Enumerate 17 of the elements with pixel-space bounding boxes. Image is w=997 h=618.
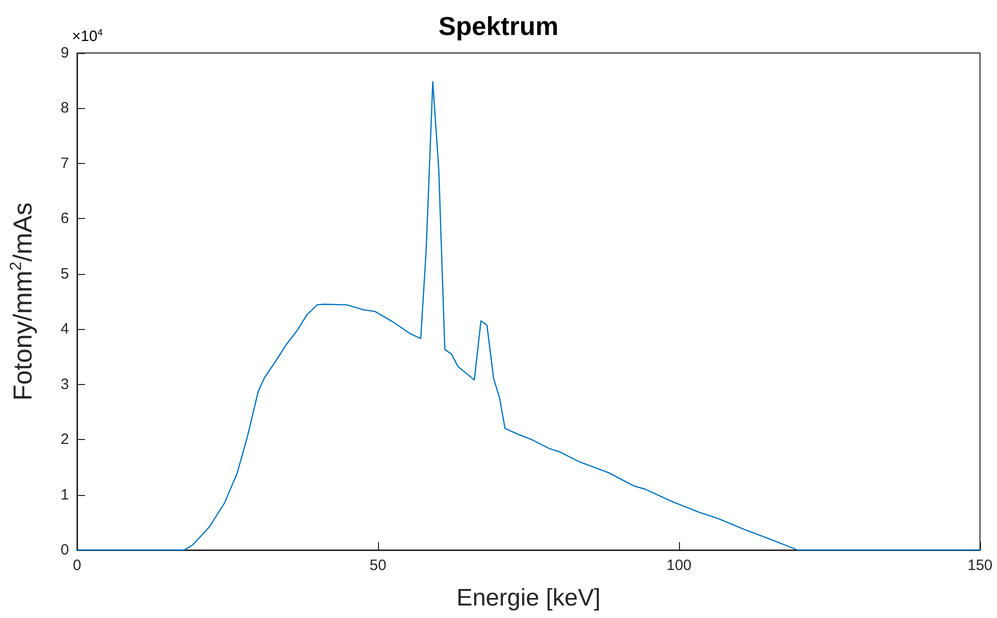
- y-tick-label: 2: [60, 431, 69, 448]
- y-tick-label: 4: [60, 320, 69, 338]
- y-tick-label: 8: [60, 100, 69, 117]
- y-tick-label: 3: [60, 376, 69, 393]
- y-axis-title: Fotony/mm2/mAs: [7, 202, 38, 401]
- y-tick-label: 1: [60, 486, 69, 504]
- x-tick-label: 100: [666, 557, 692, 574]
- x-tick-label: 0: [72, 557, 82, 574]
- y-tick-label: 0: [60, 542, 69, 558]
- y-tick-label: 5: [60, 265, 69, 282]
- y-tick-label: 7: [60, 154, 69, 172]
- chart-title: Spektrum: [438, 11, 558, 41]
- y-tick-label: 6: [60, 210, 69, 228]
- y-tick-label: 9: [60, 44, 69, 62]
- x-axis-title: Energie [keV]: [456, 584, 601, 612]
- x-tick-label: 50: [370, 557, 386, 574]
- x-tick-label: 150: [967, 557, 993, 574]
